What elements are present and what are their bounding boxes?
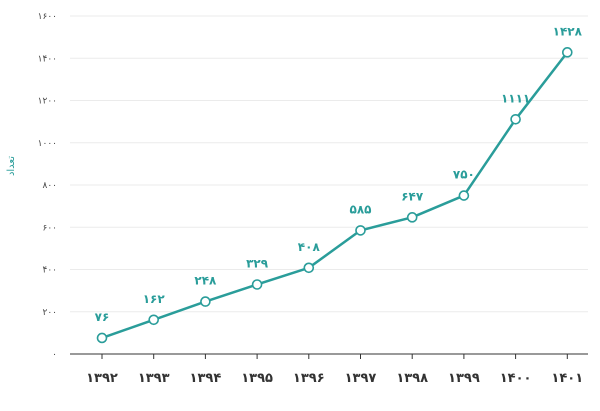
data-labels: ۷۶ ۱۶۲ ۲۴۸ ۳۲۹ ۴۰۸ ۵۸۵ ۶۴۷ ۷۵۰ ۱۱۱۱ ۱۴۲۸ <box>95 24 583 324</box>
y-axis-ticks: ۰ ۲۰۰ ۴۰۰ ۶۰۰ ۸۰۰ ۱۰۰۰ ۱۲۰۰ ۱۴۰۰ ۱۶۰۰ <box>38 12 57 360</box>
x-tick-label: ۱۳۹۷ <box>345 371 377 386</box>
x-tick-label: ۱۳۹۶ <box>293 371 325 386</box>
gridlines <box>70 15 588 313</box>
y-tick-label: ۲۰۰ <box>42 308 57 318</box>
data-label: ۱۱۱۱ <box>501 91 530 105</box>
data-point <box>148 314 159 326</box>
data-label: ۱۶۲ <box>143 292 166 306</box>
series-line <box>101 51 569 340</box>
y-tick-label: ۸۰۰ <box>42 181 57 191</box>
x-axis-ticks: ۱۳۹۲ ۱۳۹۳ ۱۳۹۴ ۱۳۹۵ ۱۳۹۶ ۱۳۹۷ ۱۳۹۸ ۱۳۹۹ ۱۴۰۰ ۱۴۰۱ <box>86 354 583 386</box>
y-tick-label: ۶۰۰ <box>42 223 57 233</box>
data-point <box>303 262 315 274</box>
data-point <box>355 225 366 236</box>
data-point <box>561 47 573 58</box>
x-tick-label: ۱۳۹۵ <box>241 371 273 386</box>
y-tick-label: ۱۶۰۰ <box>38 12 57 22</box>
x-tick-label: ۱۳۹۲ <box>86 371 118 386</box>
data-label: ۴۰۸ <box>298 240 321 254</box>
data-point <box>458 190 470 201</box>
data-points <box>96 47 573 344</box>
y-axis-label: تعداد <box>6 156 17 176</box>
y-tick-label: ۴۰۰ <box>42 266 57 276</box>
data-label: ۵۸۵ <box>350 202 372 216</box>
data-point <box>251 279 263 290</box>
data-point <box>510 114 521 125</box>
data-label: ۳۲۹ <box>246 256 269 270</box>
data-label: ۶۴۷ <box>401 189 424 203</box>
y-tick-label: ۱۴۰۰ <box>38 54 57 64</box>
x-tick-label: ۱۴۰۱ <box>551 371 583 386</box>
x-tick-label: ۱۳۹۳ <box>138 371 170 386</box>
y-tick-label: ۱۲۰۰ <box>38 97 57 107</box>
y-tick-label: ۰ <box>52 350 57 360</box>
x-tick-label: ۱۴۰۰ <box>500 371 532 386</box>
data-point <box>200 296 211 307</box>
y-tick-label: ۱۰۰۰ <box>38 139 57 149</box>
x-tick-label: ۱۳۹۸ <box>396 371 428 386</box>
x-tick-label: ۱۳۹۹ <box>448 371 480 386</box>
data-point <box>96 332 108 344</box>
data-label: ۷۵۰ <box>453 168 475 182</box>
data-label: ۱۴۲۸ <box>553 24 583 38</box>
data-point <box>406 212 418 223</box>
x-tick-label: ۱۳۹۴ <box>190 371 222 386</box>
data-label: ۷۶ <box>95 310 110 324</box>
data-label: ۲۴۸ <box>194 274 217 288</box>
